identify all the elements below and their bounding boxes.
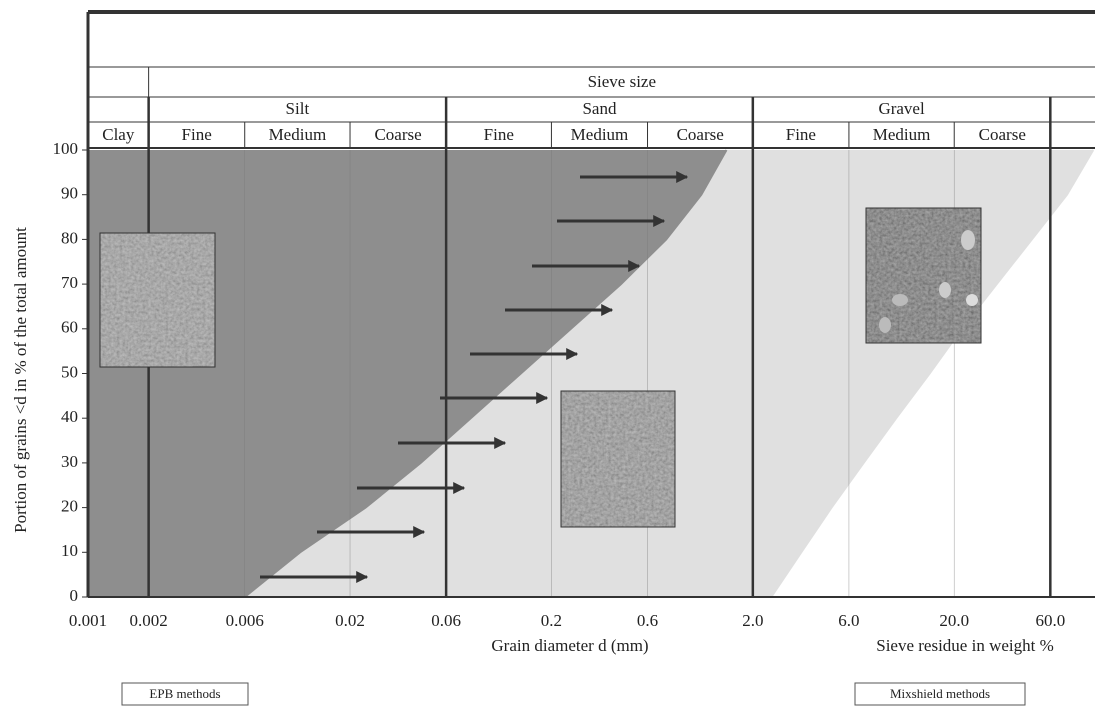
sample-photo	[560, 390, 676, 528]
x-tick-label: 6.0	[838, 611, 859, 630]
labels: Grain diameter d (mm) Sieve residue in w…	[11, 227, 1054, 655]
header-subdivision: Medium	[269, 125, 327, 144]
header-subdivision: Fine	[182, 125, 212, 144]
pebble	[939, 282, 951, 298]
y-tick-label: 0	[70, 586, 79, 605]
header-subdivision: Coarse	[979, 125, 1026, 144]
regions	[88, 149, 1095, 598]
legend-box	[121, 682, 249, 706]
frame	[86, 10, 1095, 598]
x-tick-label: 0.001	[69, 611, 107, 630]
header-subdivision: Coarse	[374, 125, 421, 144]
photo-frame	[560, 390, 676, 528]
y-axis-label: Portion of grains <d in % of the total a…	[11, 227, 30, 533]
x-tick-label: 0.006	[226, 611, 264, 630]
x-tick-label: 0.6	[637, 611, 658, 630]
photo-texture	[561, 391, 675, 527]
y-tick-label: 80	[61, 228, 78, 247]
pebble	[892, 294, 908, 306]
y-tick-label: 10	[61, 541, 78, 560]
legend-label: EPB methods	[149, 686, 220, 701]
header-title: Sieve size	[588, 72, 656, 91]
header-fraction: Silt	[286, 99, 310, 118]
x-axis-label: Grain diameter d (mm)	[491, 636, 648, 655]
header-subdivision: Coarse	[677, 125, 724, 144]
header-subdivision: Fine	[786, 125, 816, 144]
photo-texture	[100, 233, 215, 367]
x-tick-label: 2.0	[742, 611, 763, 630]
header-fraction: Gravel	[878, 99, 925, 118]
photo-frame	[865, 207, 982, 344]
x-tick-label: 0.06	[431, 611, 461, 630]
x-tick-label: 60.0	[1035, 611, 1065, 630]
header-fraction: Sand	[582, 99, 617, 118]
x-tick-label: 0.002	[130, 611, 168, 630]
region-boundary	[244, 149, 728, 598]
arrows	[260, 171, 689, 583]
pebble	[966, 294, 978, 306]
x-tick-label: 0.2	[541, 611, 562, 630]
x2-axis-label: Sieve residue in weight %	[876, 636, 1054, 655]
y-tick-label: 100	[53, 139, 79, 158]
y-tick-label: 20	[61, 497, 78, 516]
y-tick-label: 40	[61, 407, 78, 426]
header-subdivision: Medium	[571, 125, 629, 144]
y-tick-label: 60	[61, 318, 78, 337]
header-cell: Clay	[102, 125, 135, 144]
decorations	[99, 171, 982, 583]
y-tick-label: 50	[61, 362, 78, 381]
pebble	[879, 317, 891, 333]
region-boundary	[770, 149, 1095, 598]
x-tick-label: 20.0	[939, 611, 969, 630]
header-subdivision: Medium	[873, 125, 931, 144]
sample-photo	[865, 207, 982, 344]
header-subdivision: Fine	[484, 125, 514, 144]
region-fill	[88, 150, 727, 597]
pebble	[961, 230, 975, 250]
sample-photo	[99, 232, 216, 368]
y-tick-label: 90	[61, 184, 78, 203]
legend-box	[854, 682, 1026, 706]
legend-label: Mixshield methods	[890, 686, 990, 701]
plot: 0 10 20 30 40 50 60 70 80 90 100 0.001 0.002 0.006 0.0…	[53, 72, 1065, 706]
x-tick-label: 0.02	[335, 611, 365, 630]
y-tick-label: 70	[61, 273, 78, 292]
photo-frame	[99, 232, 216, 368]
y-tick-label: 30	[61, 452, 78, 471]
